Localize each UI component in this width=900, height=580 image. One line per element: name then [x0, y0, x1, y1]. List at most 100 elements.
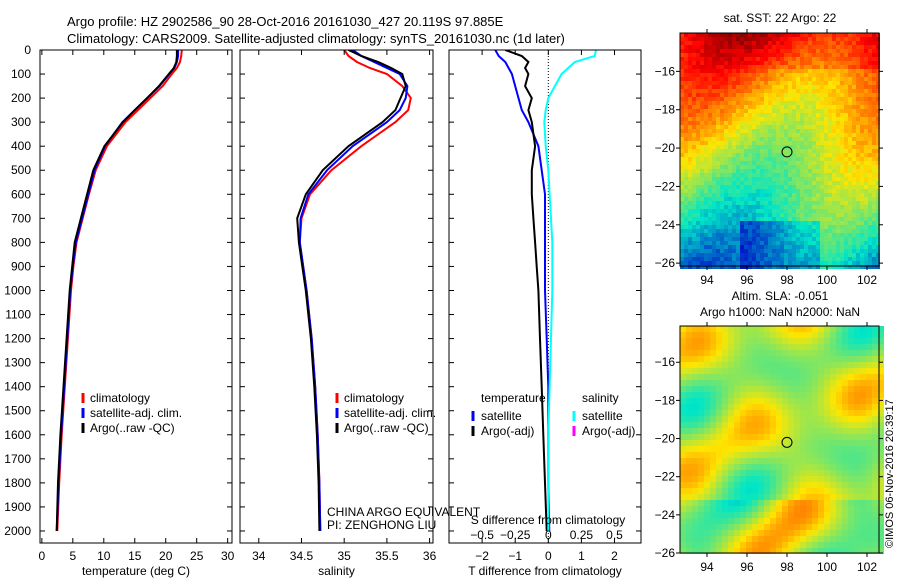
- x-axis-label: temperature (deg C): [82, 564, 190, 578]
- legend-label: satellite: [481, 409, 522, 423]
- y-tick-label: −20: [655, 141, 676, 155]
- y-tick-label: 1100: [5, 308, 31, 322]
- x-tick-label: 96: [740, 560, 754, 574]
- series-climatology: [56, 50, 183, 532]
- legend-label: Argo(..raw -QC): [90, 421, 175, 435]
- y-tick-label: 600: [11, 187, 31, 201]
- x-tick-label: 94: [700, 273, 714, 287]
- y-tick-label: 100: [11, 67, 31, 81]
- title-line1: Argo profile: HZ 2902586_90 28-Oct-2016 …: [67, 14, 504, 29]
- series-t-argo-adj-: [504, 50, 548, 532]
- owner-line1: CHINA ARGO EQUIVALENT: [327, 505, 481, 519]
- y-tick-label: −18: [655, 103, 676, 117]
- y-tick-label: −26: [655, 256, 676, 270]
- x2-axis-label: S difference from climatology: [471, 513, 626, 527]
- y-tick-label: 1500: [4, 404, 31, 418]
- plot-frame: [448, 49, 642, 544]
- x2-tick-label: −0.5: [470, 528, 494, 542]
- y-tick-label: 400: [11, 139, 31, 153]
- map-frame: [679, 325, 880, 554]
- x-tick-label: 102: [857, 273, 877, 287]
- title-line2: Climatology: CARS2009. Satellite-adjuste…: [67, 31, 565, 46]
- salinity-panel: 34 34.5 35 35.5 36 salinity climatologysatelli…: [239, 49, 437, 578]
- x2-tick-label: 0.25: [570, 528, 594, 542]
- y-tick-label: −24: [655, 218, 676, 232]
- y-tick-label: 200: [11, 91, 31, 105]
- legend-label: climatology: [344, 391, 404, 405]
- x-tick-label: 1: [578, 549, 585, 563]
- y-tick-label: 1900: [4, 500, 31, 514]
- x2-tick-label: −0.25: [500, 528, 531, 542]
- x-tick-label: 30: [221, 549, 235, 563]
- y-tick-label: −24: [655, 508, 676, 522]
- x-tick-label: 0: [39, 549, 46, 563]
- x-tick-label: 35.5: [375, 549, 399, 563]
- legend-label: climatology: [90, 391, 150, 405]
- x-tick-label: 98: [780, 273, 794, 287]
- x-axis-label: T difference from climatology: [468, 564, 622, 578]
- series-argo-raw-qc-: [296, 50, 407, 532]
- y-tick-label: 1800: [4, 476, 31, 490]
- x-tick-label: 96: [740, 273, 754, 287]
- map-frame: [679, 32, 880, 267]
- y-tick-label: −16: [655, 64, 676, 78]
- y-tick-label: 1300: [4, 356, 31, 370]
- y-tick-label: −22: [655, 470, 676, 484]
- x-tick-label: 102: [857, 560, 877, 574]
- series-s-satellite: [543, 50, 597, 531]
- legend-label: satellite-adj. clim.: [90, 406, 182, 420]
- x-tick-label: 0: [545, 549, 552, 563]
- y-tick-label: 500: [11, 163, 31, 177]
- x-tick-label: 98: [780, 560, 794, 574]
- y-tick-label: 900: [11, 259, 31, 273]
- x-axis-label: salinity: [318, 564, 355, 578]
- plot-frame: [239, 49, 434, 544]
- series-climatology: [298, 50, 412, 532]
- map-subtitle: Argo h1000: NaN h2000: NaN: [700, 305, 860, 319]
- legend-heading: temperature: [481, 391, 546, 405]
- x-tick-label: 25: [190, 549, 204, 563]
- y-tick-label: −22: [655, 179, 676, 193]
- legend-label: Argo(..raw -QC): [344, 421, 429, 435]
- series-satellite-adj-clim-: [298, 50, 409, 532]
- y-tick-label: −16: [655, 355, 676, 369]
- x2-tick-label: 0.5: [606, 528, 623, 542]
- legend-label: satellite-adj. clim.: [344, 406, 436, 420]
- x-tick-label: 15: [128, 549, 142, 563]
- legend-label: satellite: [582, 409, 623, 423]
- legend-label: Argo(-adj): [582, 424, 635, 438]
- y-tick-label: −18: [655, 393, 676, 407]
- y-tick-label: 800: [11, 235, 31, 249]
- x-tick-label: 100: [817, 273, 837, 287]
- y-tick-label: 1600: [4, 428, 31, 442]
- map-title: sat. SST: 22 Argo: 22: [724, 11, 837, 25]
- y-tick-label: 0: [24, 43, 31, 57]
- credit: ©IMOS 06-Nov-2016 20:39:17: [884, 399, 896, 548]
- argo-position-marker: [781, 146, 793, 158]
- x-tick-label: 34: [252, 549, 266, 563]
- plot-frame: [39, 49, 233, 544]
- y-tick-label: 300: [11, 115, 31, 129]
- y-tick-label: −20: [655, 432, 676, 446]
- y-tick-label: −26: [655, 546, 676, 560]
- x-tick-label: 5: [69, 549, 76, 563]
- y-tick-label: 1400: [4, 380, 31, 394]
- argo-position-marker: [781, 436, 793, 448]
- x-tick-label: 2: [611, 549, 618, 563]
- legend-label: Argo(-adj): [481, 424, 534, 438]
- series-t-satellite: [494, 50, 551, 532]
- legend-heading: salinity: [582, 391, 619, 405]
- y-tick-label: 700: [11, 211, 31, 225]
- differences-panel: −2 −1 0 1 2T difference from climatology temp…: [448, 49, 642, 578]
- x-tick-label: 34.5: [290, 549, 314, 563]
- x2-tick-label: 0: [545, 528, 552, 542]
- series-argo-raw-qc-: [55, 50, 178, 532]
- x-tick-label: −1: [508, 549, 522, 563]
- x-tick-label: 35: [338, 549, 352, 563]
- map-title: Altim. SLA: -0.051: [732, 289, 829, 303]
- x-tick-label: 94: [700, 560, 714, 574]
- sla-map: 94 96 98 100 102 −16 −18 −20 −22 −24 −26 Altim. SLA…: [655, 289, 884, 574]
- sst-map: 94 96 98 100 102 −16 −18 −20 −22 −24 −26 sat. SST: …: [655, 11, 883, 287]
- temperature-panel: 0 5 10 15 20 25 30 temperature (deg C) 0 100 200 30…: [4, 43, 234, 578]
